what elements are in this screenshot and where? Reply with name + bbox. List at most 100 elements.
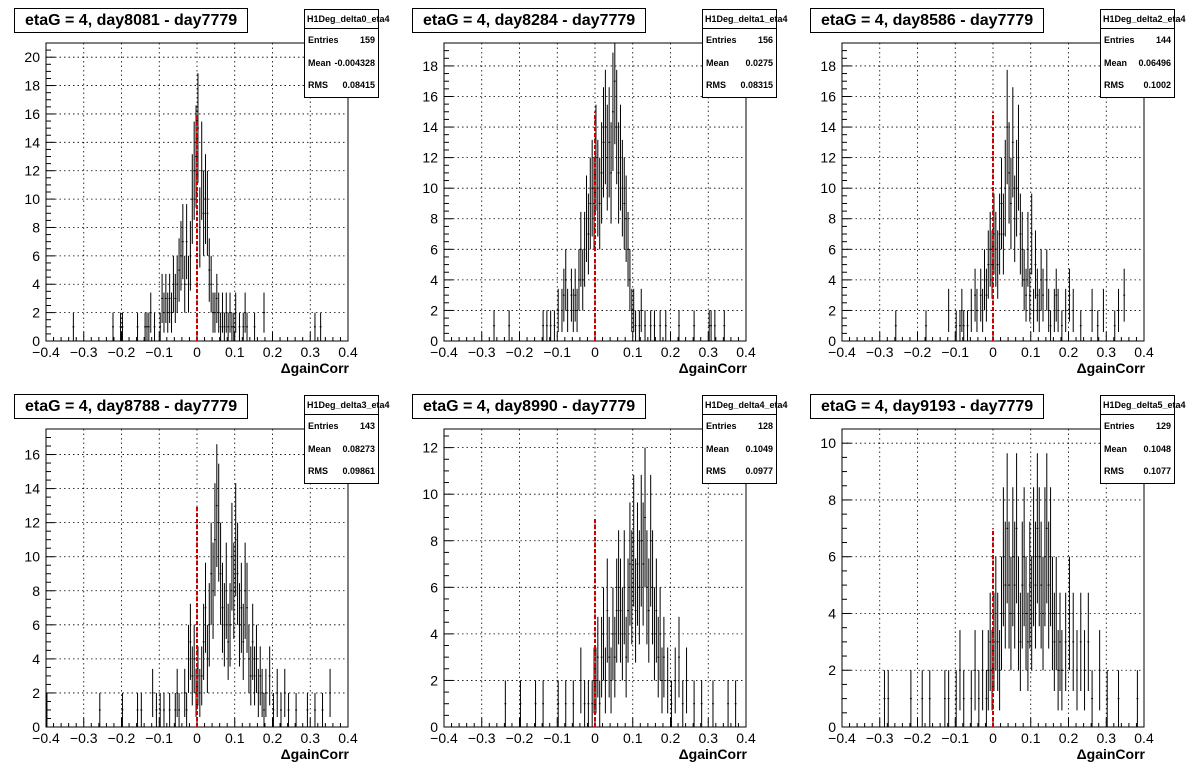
stats-value: 0.08415 [342,80,375,91]
histogram-bin [647,558,650,663]
histogram-bin [187,624,190,693]
x-tick-label: −0.2 [904,344,932,360]
histogram-bin [230,312,233,341]
histogram-bin [962,310,965,341]
x-tick-label: −0.2 [108,730,136,746]
histogram-bin [959,630,961,711]
histogram-bin [1055,556,1058,671]
stats-value: 144 [1155,35,1171,46]
histogram-bin [638,310,641,341]
histogram-bin [574,268,577,322]
histogram-bin [579,211,582,287]
histogram-bin [319,312,322,341]
histogram-bin [653,587,656,681]
histogram-bin [255,624,258,693]
y-tick-label: 2 [828,662,836,678]
panel-title: etaG = 4, day8788 - day7779 [14,394,249,419]
histogram-bin [140,692,143,727]
x-tick-label: 0.3 [699,344,719,360]
histogram-bin [1053,288,1056,333]
x-tick-label: 0 [193,730,201,746]
histogram-bin [176,668,179,718]
histogram-bin [264,668,267,718]
panel-title: etaG = 4, day8586 - day7779 [810,8,1045,33]
histogram-bin [644,447,646,588]
histogram-bin [230,502,233,611]
histogram-bin [644,310,646,341]
histogram-bin [634,558,637,663]
stats-row: Entries 128 [703,415,776,438]
x-tick-label: 0.3 [301,730,321,746]
stats-label: Entries [706,421,737,432]
histogram-bin [645,530,648,645]
stats-label: Entries [308,421,339,432]
histogram-bin [1136,670,1139,727]
histogram-bin [519,680,522,727]
histogram-bin [234,292,237,333]
histogram-bin [1079,592,1082,692]
histogram-bin [136,312,139,341]
stats-label: Entries [1104,421,1135,432]
x-tick-label: 0.1 [1021,344,1041,360]
histogram-bin [1006,69,1009,185]
histogram-bin [183,255,186,313]
histogram-bin [1106,670,1109,727]
x-tick-label: −0.3 [70,730,98,746]
stats-row: Entries 144 [1101,29,1174,52]
histogram-bin [183,668,186,718]
histogram-bin [1098,630,1101,711]
histogram-bin [636,502,639,626]
y-tick-label: 14 [24,481,40,497]
histogram-bin [998,630,1001,711]
y-tick-label: 2 [32,685,40,701]
histogram-bin [1060,630,1063,711]
stats-value: 156 [757,35,773,46]
histogram-bin [987,230,990,299]
histogram-bin [223,312,226,341]
histogram-bin [734,680,737,727]
histogram-bin [232,312,235,341]
histogram-bin [268,646,271,706]
histogram-bin [611,587,614,681]
y-tick-label: 10 [820,180,836,196]
x-tick-label: 0.4 [736,730,756,746]
x-tick-label: −0.1 [145,730,173,746]
histogram-bin [181,204,184,280]
histogram-bin [723,310,726,341]
histogram-bin [678,310,680,341]
histogram-bin [72,312,75,341]
y-tick-label: 4 [828,605,836,621]
histogram-bin [1038,487,1041,627]
histogram-bin [545,310,548,341]
histogram-bin [966,310,969,341]
histogram-bin [561,288,563,333]
histogram-bin [970,670,973,727]
stats-row: Mean 0.0275 [703,52,776,75]
histogram-bin [144,312,147,341]
histogram-bin [200,121,203,220]
y-tick-label: 16 [24,447,40,463]
y-tick-label: 8 [828,492,836,508]
y-tick-label: 10 [24,191,40,207]
histogram-bin [1008,521,1010,649]
histogram-bin [1123,268,1126,322]
histogram-bin [189,221,192,291]
stats-label: Mean [1104,443,1128,454]
histogram-bin [213,483,216,597]
histogram-bin [602,87,605,198]
stats-row: Mean 0.06496 [1101,52,1174,75]
histogram-bin [608,87,611,198]
histogram-bin [974,268,977,322]
histogram-bin [598,680,601,727]
histogram-bin [238,583,241,667]
histogram-bin [562,268,565,322]
histogram-bin [253,312,256,341]
x-tick-label: −0.4 [32,730,60,746]
histogram-bin [976,288,978,333]
histogram-bin [1059,592,1061,692]
histogram-bin [928,670,931,727]
histogram-bin [619,558,622,663]
histogram-bin [887,670,890,727]
y-tick-label: 10 [820,435,836,451]
stats-histogram-name: H1Deg_delta5_eta4 [1101,396,1186,415]
